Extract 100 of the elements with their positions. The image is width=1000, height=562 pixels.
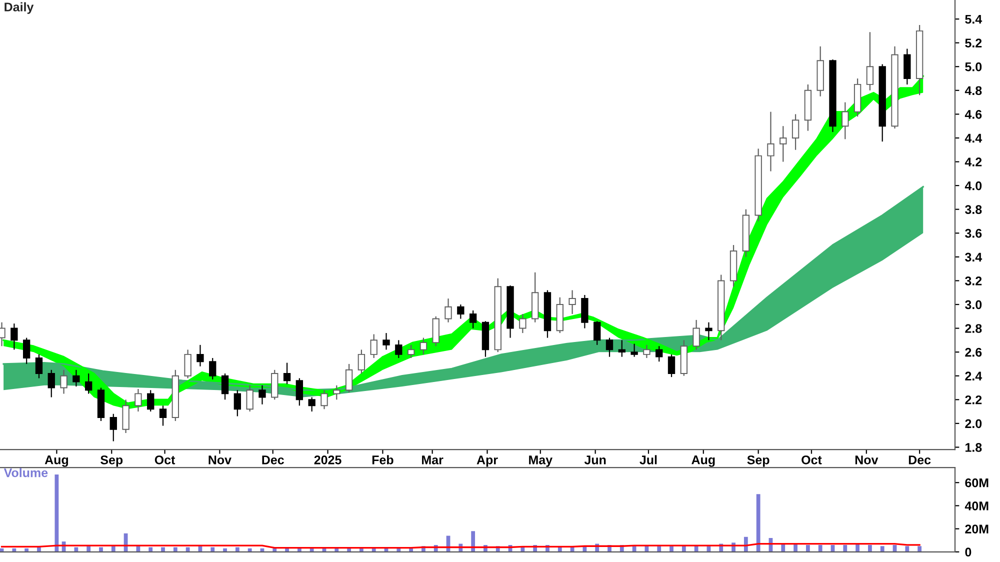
candlestick [308, 396, 316, 412]
candlestick [519, 313, 526, 334]
y-tick-label: 2.4 [965, 372, 982, 380]
y-tick-label: 3.8 [965, 205, 982, 214]
candlestick [209, 357, 216, 380]
candlestick [444, 298, 452, 323]
candlestick [692, 319, 700, 350]
candlestick [246, 384, 254, 412]
y-tick-label: 1.8 [966, 443, 982, 452]
y-tick-label: 4.4 [964, 134, 982, 142]
candlestick [333, 384, 340, 400]
x-tick-label: 2025 [314, 455, 342, 464]
y-tick-label: 3.0 [965, 300, 982, 310]
y-tick-label: 5.2 [965, 38, 982, 48]
candlestick [134, 388, 142, 412]
candlestick [320, 390, 328, 410]
candlestick [618, 340, 626, 358]
y-tick-label: 2.6 [965, 348, 982, 357]
candlestick [606, 337, 614, 358]
candlestick [469, 310, 477, 329]
x-tick-label: Nov [208, 456, 232, 464]
candlestick [72, 369, 80, 388]
bar [880, 546, 884, 552]
candlestick [656, 346, 663, 362]
bar [843, 544, 848, 552]
candlestick [395, 340, 402, 359]
candlestick [48, 369, 55, 398]
x-tick-label: Jul [640, 455, 657, 464]
candlestick [258, 384, 266, 405]
y-tick-label: 3.2 [965, 276, 982, 286]
y-tick-label: 3.6 [965, 228, 982, 238]
candlestick [271, 369, 278, 400]
bar [905, 546, 910, 552]
candlestick [457, 304, 464, 320]
bar [868, 544, 872, 552]
candlestick [842, 102, 849, 140]
chart-title: Volume [4, 468, 48, 478]
x-tick-label: Apr [476, 456, 498, 467]
y-tick-label: 2.0 [965, 419, 982, 428]
candlestick [370, 334, 378, 359]
x-tick-label: Dec [262, 456, 284, 464]
x-tick-label: Sep [100, 455, 123, 467]
y-tick-label: 20M [965, 524, 988, 534]
y-tick-label: 2.2 [965, 395, 982, 404]
candlestick [382, 332, 390, 350]
x-tick-label: Sep [747, 455, 770, 467]
candlestick [283, 362, 291, 385]
candlestick [60, 369, 68, 394]
bar [806, 544, 810, 552]
candlestick [296, 378, 304, 406]
x-tick-label: Feb [372, 455, 394, 464]
y-tick-label: 4.0 [964, 181, 982, 190]
candlestick [85, 372, 92, 394]
candlestick [221, 372, 229, 400]
x-tick-label: Mar [422, 456, 444, 464]
x-tick-label: Jun [584, 456, 606, 464]
y-tick-label: 0 [965, 548, 972, 557]
candlestick [594, 320, 601, 346]
candlestick [904, 48, 911, 86]
candlestick [159, 405, 167, 426]
candlestick [10, 322, 18, 350]
candlestick [630, 343, 638, 358]
candlestick [35, 354, 43, 379]
candlestick [780, 126, 787, 162]
candlestick [122, 399, 130, 434]
bar [471, 531, 476, 552]
candlestick [792, 114, 800, 150]
candlestick [767, 111, 774, 172]
candlestick [345, 363, 353, 394]
y-tick-label: 5.4 [965, 14, 982, 24]
y-tick-label: 2.8 [965, 324, 982, 333]
y-tick-label: 60M [965, 478, 988, 488]
candlestick [668, 354, 676, 378]
y-tick-label: 4.8 [964, 86, 982, 96]
candlestick [358, 349, 366, 374]
x-tick-label: Aug [692, 456, 715, 467]
candlestick [22, 337, 30, 365]
candlestick [705, 322, 712, 341]
y-tick-label: 5.0 [965, 62, 982, 72]
y-tick-label: 3.4 [965, 252, 982, 262]
y-tick-label: 4.6 [964, 110, 982, 119]
bar [54, 474, 59, 552]
x-tick-label: Oct [802, 455, 822, 464]
candlestick [407, 344, 415, 359]
candlestick [568, 290, 576, 315]
chart-title: Daily [4, 2, 34, 14]
bar [756, 494, 760, 552]
y-tick-label: 4.2 [964, 158, 982, 166]
candlestick [866, 32, 874, 91]
candlestick [643, 344, 650, 359]
candlestick [184, 349, 192, 379]
candlestick [196, 344, 204, 367]
x-tick-label: Dec [908, 456, 931, 464]
x-tick-label: Oct [154, 455, 176, 464]
x-tick-label: Aug [44, 456, 68, 467]
x-tick-label: Nov [855, 456, 878, 464]
x-tick-label: May [529, 456, 552, 467]
candlestick [581, 294, 588, 329]
bar [918, 546, 922, 552]
candlestick [234, 390, 242, 417]
